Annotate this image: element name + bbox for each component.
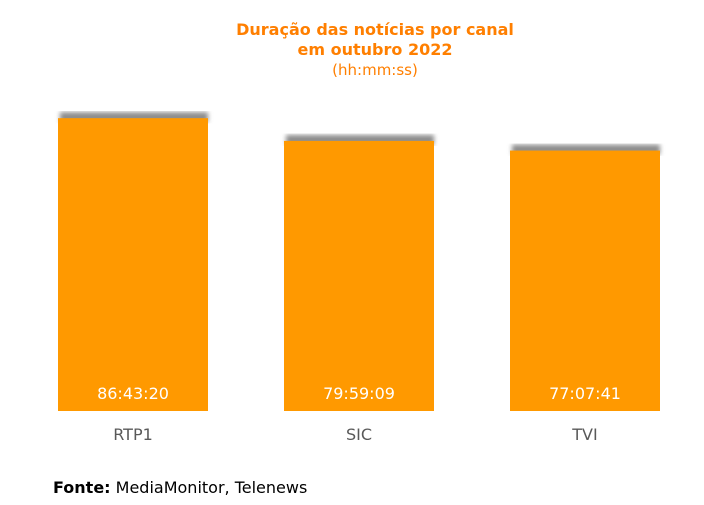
source-note: Fonte: MediaMonitor, Telenews xyxy=(53,478,307,497)
bars-layer: 86:43:20 RTP1 79:59:09 SIC 77:07:41 TVI xyxy=(58,112,660,444)
data-label-sic: 79:59:09 xyxy=(323,384,395,403)
source-text: MediaMonitor, Telenews xyxy=(115,478,308,497)
bar-shadow-rtp1 xyxy=(60,112,208,123)
bar-shadow-tvi xyxy=(512,144,660,155)
bar-tvi xyxy=(510,150,660,411)
chart-title-block: Duração das notícias por canal em outubr… xyxy=(0,20,704,80)
source-label: Fonte: xyxy=(53,478,111,497)
bar-sic xyxy=(284,140,434,411)
x-tick-label-rtp1: RTP1 xyxy=(113,425,153,444)
chart-title-line2: em outubro 2022 xyxy=(297,40,453,59)
chart-title: Duração das notícias por canal xyxy=(236,20,514,39)
bar-rtp1 xyxy=(58,118,208,412)
bar-shadow-sic xyxy=(286,134,434,145)
chart-subtitle: (hh:mm:ss) xyxy=(332,61,418,79)
data-label-tvi: 77:07:41 xyxy=(549,384,621,403)
data-label-rtp1: 86:43:20 xyxy=(97,384,169,403)
x-tick-label-tvi: TVI xyxy=(571,425,597,444)
x-tick-label-sic: SIC xyxy=(346,425,372,444)
